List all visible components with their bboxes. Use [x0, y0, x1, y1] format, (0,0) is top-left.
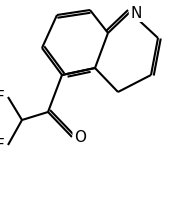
Text: F: F: [0, 89, 4, 105]
Text: O: O: [74, 129, 86, 145]
Text: N: N: [130, 6, 142, 21]
Text: F: F: [0, 137, 4, 152]
